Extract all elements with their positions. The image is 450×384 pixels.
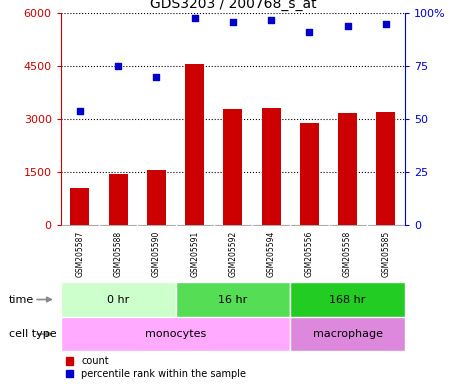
Point xyxy=(114,63,122,70)
Bar xyxy=(61,282,176,317)
Text: GSM205558: GSM205558 xyxy=(343,230,352,276)
Bar xyxy=(300,122,319,225)
Text: 168 hr: 168 hr xyxy=(329,295,366,305)
Text: GSM205592: GSM205592 xyxy=(228,230,238,276)
Text: GSM205587: GSM205587 xyxy=(76,230,85,276)
Bar xyxy=(338,113,357,225)
Bar xyxy=(147,170,166,225)
Text: GSM205590: GSM205590 xyxy=(152,230,161,276)
Text: GSM205594: GSM205594 xyxy=(266,230,275,276)
Bar xyxy=(223,109,243,225)
Bar xyxy=(108,174,128,225)
Bar xyxy=(290,282,405,317)
Text: GSM205588: GSM205588 xyxy=(113,230,122,276)
Point xyxy=(382,21,390,27)
Bar xyxy=(290,317,405,351)
Point xyxy=(191,15,198,21)
Text: cell type: cell type xyxy=(9,329,57,339)
Text: monocytes: monocytes xyxy=(145,329,206,339)
Point xyxy=(306,30,313,36)
Text: GSM205591: GSM205591 xyxy=(190,230,199,276)
Bar xyxy=(261,109,281,225)
Point xyxy=(229,19,237,25)
Bar xyxy=(61,317,290,351)
Text: time: time xyxy=(9,295,34,305)
Point xyxy=(76,108,84,114)
Title: GDS3203 / 200768_s_at: GDS3203 / 200768_s_at xyxy=(149,0,316,11)
Point xyxy=(344,23,351,29)
Text: GSM205556: GSM205556 xyxy=(305,230,314,276)
Bar xyxy=(176,282,290,317)
Bar xyxy=(70,188,90,225)
Point xyxy=(153,74,160,80)
Point xyxy=(267,17,274,23)
Bar xyxy=(185,65,204,225)
Bar xyxy=(376,112,396,225)
Text: GSM205585: GSM205585 xyxy=(382,230,391,276)
Text: 0 hr: 0 hr xyxy=(107,295,129,305)
Legend: count, percentile rank within the sample: count, percentile rank within the sample xyxy=(66,356,246,379)
Text: macrophage: macrophage xyxy=(313,329,382,339)
Text: 16 hr: 16 hr xyxy=(218,295,248,305)
